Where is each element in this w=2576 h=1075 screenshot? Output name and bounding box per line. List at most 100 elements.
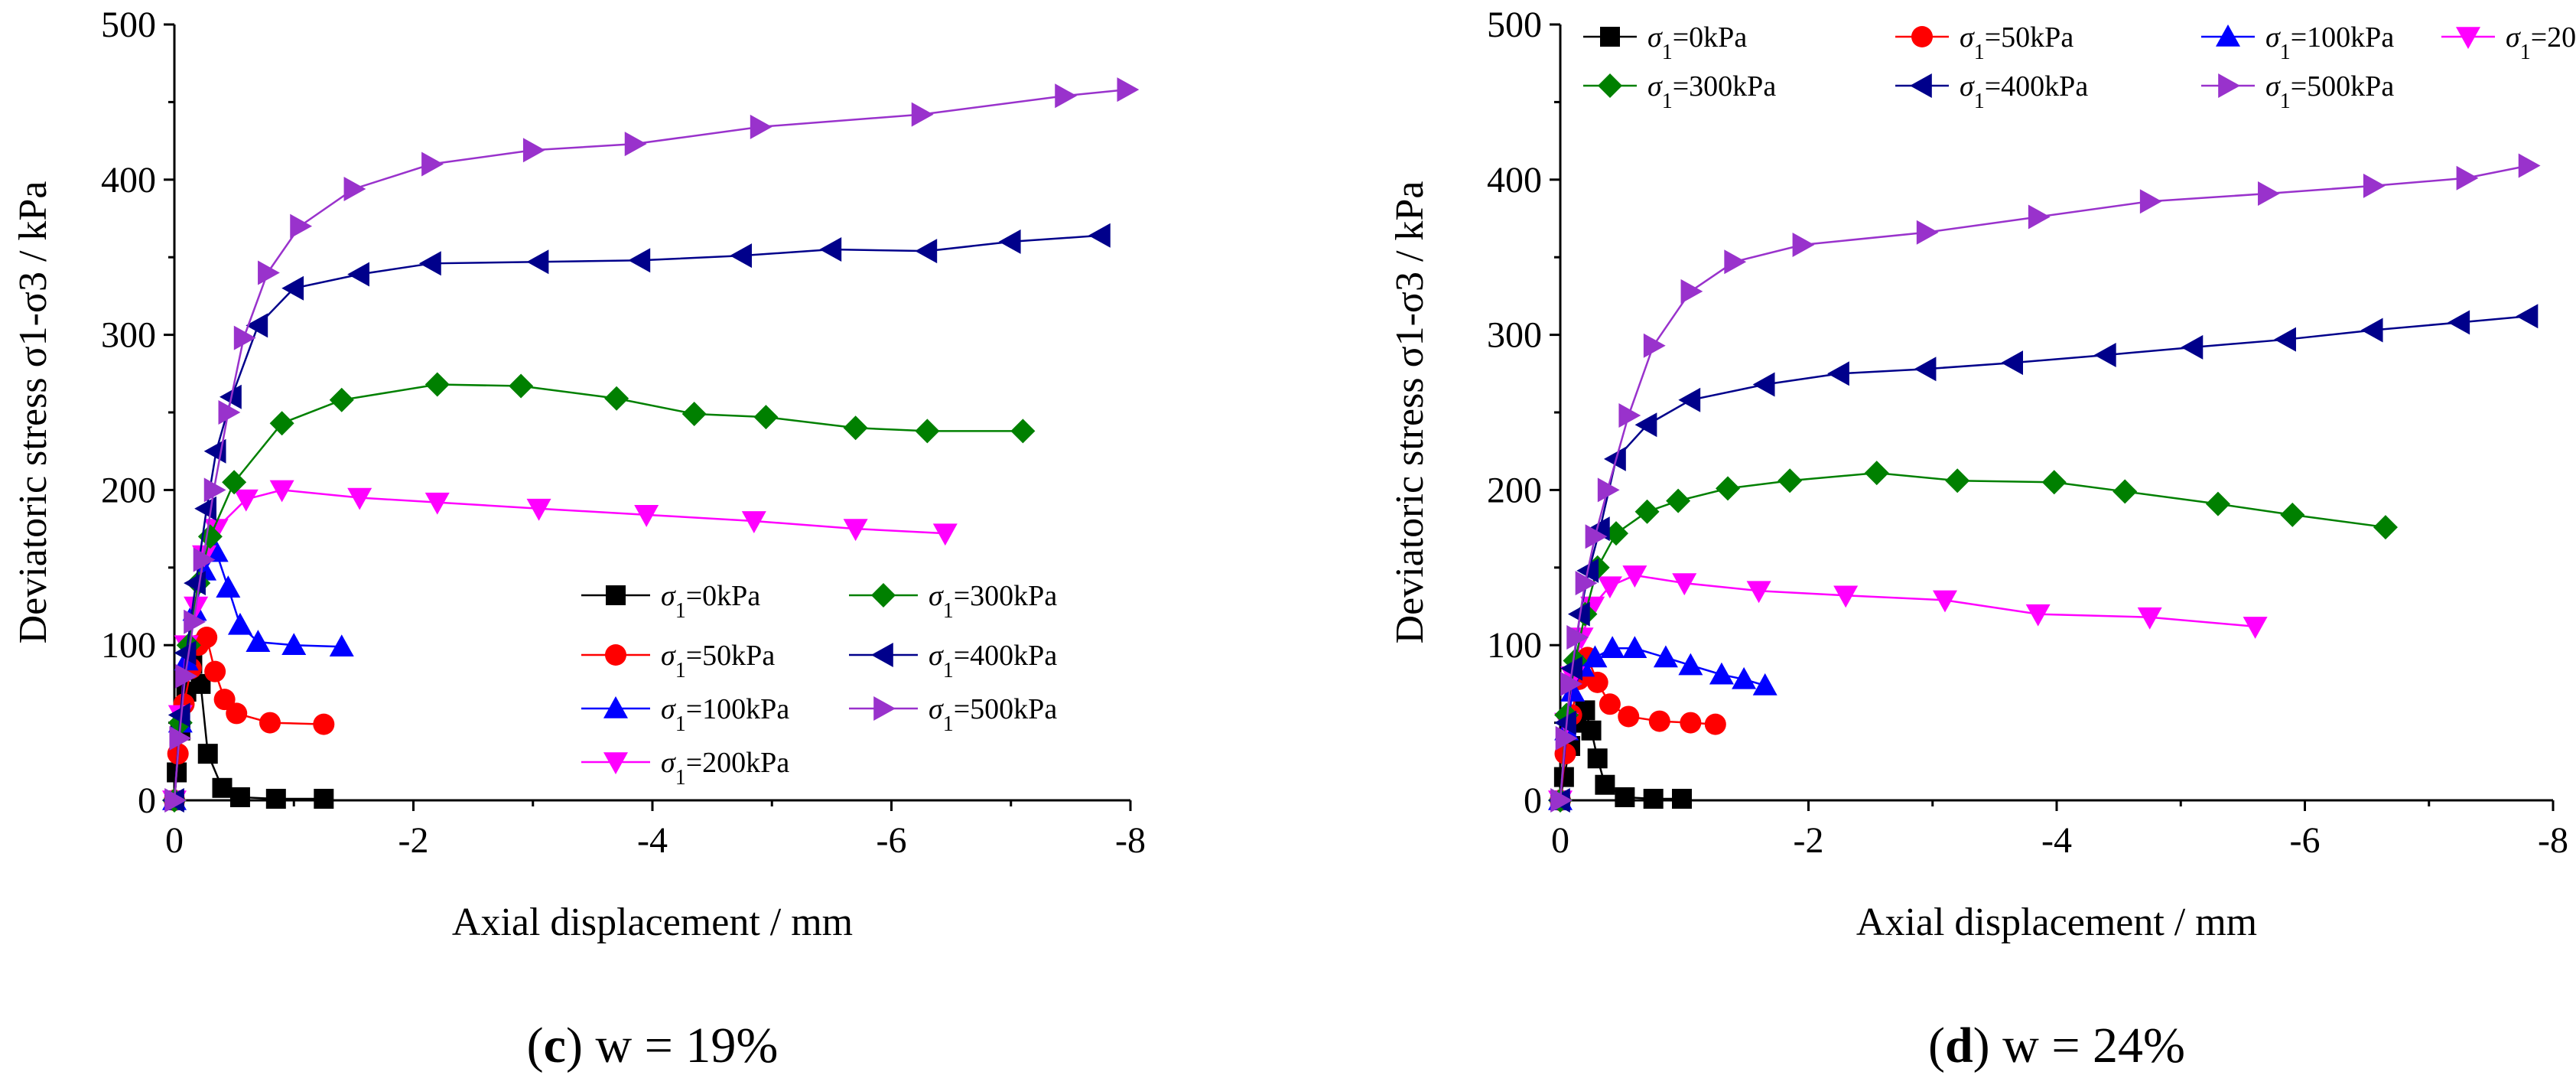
data-point: [1117, 77, 1140, 103]
data-point: [1672, 788, 1693, 809]
data-point: [915, 419, 940, 444]
legend-label: σ1=300kPa: [1647, 70, 1776, 113]
legend-marker: [2218, 73, 2240, 98]
data-point: [998, 229, 1021, 254]
data-point: [424, 372, 450, 397]
data-point: [915, 239, 938, 264]
x-tick-label: -4: [637, 820, 668, 861]
data-point: [1634, 499, 1660, 524]
legend-marker: [1910, 73, 1932, 98]
legend-item: σ1=400kPa: [849, 640, 1057, 682]
series-line: [1559, 471, 2386, 801]
legend-label: σ1=100kPa: [2265, 21, 2394, 64]
data-point: [218, 400, 241, 425]
y-axis-label: Deviatoric stress σ1-σ3 / kPa: [1388, 181, 1432, 644]
data-point: [1618, 705, 1640, 728]
data-point: [314, 788, 334, 809]
data-point: [196, 627, 218, 649]
legend-item: σ1=50kPa: [1895, 21, 2073, 64]
data-point: [1716, 476, 1741, 501]
legend-label: σ1=0kPa: [661, 580, 760, 623]
data-point: [1582, 645, 1608, 668]
data-point: [227, 612, 252, 635]
data-point: [1678, 653, 1703, 676]
data-point: [197, 744, 218, 764]
chart-panel-d: 0 100 200 300 400 500 0 -2 -4 -6 -8 Axial displacem…: [1388, 5, 2576, 1073]
data-point: [1680, 712, 1702, 734]
data-point: [1604, 446, 1626, 471]
x-tick-label: -6: [877, 820, 907, 861]
x-tick-label: -2: [1794, 820, 1824, 861]
data-point: [2243, 617, 2268, 639]
x-tick-label: -6: [2290, 820, 2321, 861]
chart-panel-c: 0 100 200 300 400 500 0 -2 -4 -6 -8 Axial displacem…: [11, 5, 1146, 1073]
legend-marker: [2456, 27, 2480, 49]
data-point: [2093, 342, 2116, 367]
data-point: [2258, 181, 2280, 207]
data-point: [169, 725, 192, 751]
data-point: [1622, 565, 1647, 588]
data-point: [1599, 693, 1621, 715]
data-point: [233, 489, 259, 512]
data-point: [1643, 788, 1664, 809]
data-point: [2516, 304, 2539, 329]
series-line: [173, 234, 1101, 801]
data-point: [526, 498, 551, 521]
data-point: [753, 405, 779, 430]
data-point: [819, 237, 842, 262]
data-point: [164, 788, 187, 813]
data-point: [2113, 479, 2138, 504]
data-point: [1600, 636, 1625, 659]
data-point: [1622, 636, 1647, 659]
legend-label: σ1=400kPa: [929, 640, 1057, 682]
data-point: [1595, 774, 1615, 795]
legend-label: σ1=500kPa: [929, 693, 1057, 736]
legend-item: σ1=50kPa: [581, 640, 775, 682]
data-point: [2280, 502, 2305, 527]
data-point: [347, 262, 369, 287]
x-axis-label: Axial displacement / mm: [1856, 901, 2257, 944]
data-point: [1914, 357, 1937, 382]
y-tick-label: 100: [101, 625, 156, 666]
data-point: [1932, 590, 1957, 613]
data-point: [1833, 585, 1859, 608]
series-line: [173, 88, 1127, 801]
data-point: [204, 660, 226, 682]
legend-item: σ1=200kPa: [581, 747, 789, 790]
legend-label: σ1=300kPa: [929, 580, 1057, 623]
data-point: [2001, 350, 2024, 376]
data-point: [418, 251, 441, 276]
data-point: [1560, 679, 1586, 702]
x-axis-label: Axial displacement / mm: [452, 901, 853, 944]
data-point: [193, 547, 216, 572]
legend-label: σ1=0kPa: [1647, 21, 1747, 64]
data-point: [424, 492, 450, 515]
y-tick-label: 500: [101, 5, 156, 45]
x-tick-label: -8: [1115, 820, 1146, 861]
data-point: [421, 151, 444, 177]
data-point: [229, 787, 250, 807]
legend-marker: [873, 696, 896, 721]
data-point: [1550, 788, 1573, 813]
data-point: [750, 114, 772, 139]
y-tick-label: 200: [101, 470, 156, 510]
data-point: [2373, 515, 2398, 540]
data-point: [343, 176, 366, 201]
data-point: [246, 630, 271, 652]
data-point: [2518, 153, 2541, 178]
data-point: [1746, 581, 1771, 604]
data-point: [329, 634, 354, 657]
legend-item: σ1=500kPa: [2201, 70, 2394, 113]
data-point: [2181, 334, 2204, 360]
legend-item: σ1=300kPa: [849, 580, 1057, 623]
x-tick-label: 0: [1551, 820, 1569, 861]
data-point: [265, 788, 286, 809]
data-point: [290, 213, 313, 239]
data-point: [1580, 596, 1605, 619]
legend-item: σ1=0kPa: [581, 580, 760, 623]
data-point: [1732, 666, 1757, 689]
data-point: [1916, 220, 1939, 245]
data-point: [212, 777, 233, 798]
panel-caption: (c) w = 19%: [527, 1018, 779, 1073]
data-point: [1088, 223, 1111, 248]
